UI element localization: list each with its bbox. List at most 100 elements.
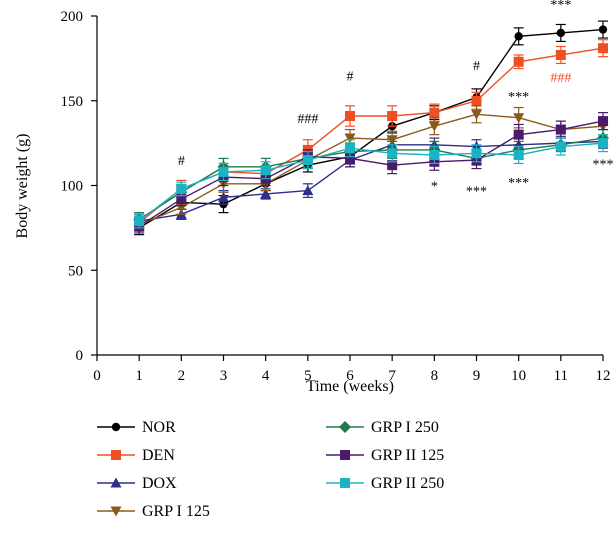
data-point	[176, 194, 187, 205]
data-point	[345, 153, 355, 164]
x-tick-label: 0	[93, 368, 101, 384]
data-point	[387, 111, 398, 122]
significance-marker: ***	[508, 176, 529, 191]
y-tick-label: 100	[61, 179, 84, 195]
x-ticks: 0 1 2 3 4 5 6 7 8 9 10 11 12	[93, 355, 611, 384]
data-point	[555, 49, 566, 60]
legend-marker	[340, 450, 350, 460]
data-point	[428, 121, 440, 132]
data-point	[555, 141, 566, 152]
legend-item-dox: DOX	[97, 475, 177, 492]
legend-label: GRP I 250	[371, 419, 439, 436]
legend-marker	[110, 477, 122, 488]
x-tick-label: 4	[262, 368, 270, 384]
data-point	[218, 166, 229, 177]
data-point	[218, 191, 229, 202]
y-tick-label: 200	[61, 9, 84, 25]
series-line-grp-ii-125	[138, 120, 604, 227]
significance-marker: ###	[550, 71, 571, 86]
data-point	[345, 143, 355, 154]
legend-item-grp-ii-250: GRP II 250	[326, 475, 444, 492]
data-point	[513, 56, 524, 67]
y-ticks: 0 50 100 150 200	[61, 9, 97, 364]
legend-marker	[339, 421, 351, 433]
significance-marker: ###	[297, 112, 318, 127]
legend-label: DEN	[142, 447, 175, 464]
data-point	[134, 216, 145, 227]
x-tick-label: 8	[431, 368, 439, 384]
legend-item-grp-i-250: GRP I 250	[326, 419, 439, 436]
data-point	[176, 183, 187, 194]
series-layer	[133, 20, 609, 236]
data-point	[513, 129, 524, 140]
data-point	[598, 116, 608, 127]
x-tick-label: 11	[554, 368, 568, 384]
legend-item-grp-ii-125: GRP II 125	[326, 447, 444, 464]
y-tick-label: 150	[61, 94, 84, 110]
x-tick-label: 5	[304, 368, 312, 384]
data-point	[387, 160, 398, 171]
x-tick-label: 3	[220, 368, 228, 384]
significance-marker: ***	[593, 158, 613, 173]
data-point	[387, 148, 398, 159]
significance-marker: #	[347, 69, 354, 84]
series-nor	[134, 20, 608, 236]
legend-marker	[110, 506, 122, 517]
series-line-grp-ii-250	[138, 142, 604, 222]
legend-label: DOX	[142, 475, 177, 492]
legend-item-grp-i-125: GRP I 125	[97, 503, 210, 520]
data-point	[513, 113, 525, 124]
significance-marker: #	[178, 154, 185, 169]
significance-marker: ***	[466, 185, 487, 200]
data-point	[345, 111, 355, 122]
x-tick-label: 7	[388, 368, 396, 384]
series-grp-ii-125	[134, 112, 608, 234]
x-axis-label: Time (weeks)	[306, 378, 394, 395]
x-tick-label: 6	[346, 368, 354, 384]
significance-marker: #	[473, 59, 480, 74]
y-tick-label: 50	[68, 263, 83, 279]
series-grp-ii-250	[134, 134, 608, 229]
legend-marker	[111, 422, 121, 432]
x-tick-label: 2	[178, 368, 186, 384]
series-den	[134, 39, 608, 231]
series-line-dox	[139, 140, 604, 222]
data-point	[598, 25, 608, 34]
data-point	[260, 188, 272, 199]
x-tick-label: 1	[135, 368, 143, 384]
data-point	[471, 95, 482, 106]
data-point	[513, 149, 524, 160]
data-point	[344, 133, 356, 144]
series-line-grp-i-125	[138, 113, 604, 226]
data-point	[302, 155, 313, 166]
y-axis-label: Body weight (g)	[14, 134, 31, 239]
data-point	[260, 165, 271, 176]
legend-marker	[340, 478, 350, 488]
series-dox	[133, 134, 609, 229]
data-point	[598, 43, 608, 54]
legend-marker	[111, 450, 121, 460]
series-line-den	[138, 47, 604, 224]
significance-marker: *	[431, 180, 438, 195]
data-point	[386, 135, 398, 146]
x-tick-label: 10	[511, 368, 526, 384]
data-point	[302, 185, 314, 196]
data-point	[429, 107, 440, 118]
legend: NOR DEN DOX GRP I 125 GRP I 250 GRP II 125 GRP…	[97, 419, 444, 520]
series-grp-i-125	[133, 105, 609, 232]
y-tick-label: 0	[76, 348, 84, 364]
series-line-nor	[138, 28, 604, 229]
significance-marker: ***	[508, 90, 529, 105]
legend-label: GRP II 125	[371, 447, 444, 464]
data-point	[471, 109, 482, 120]
data-point	[471, 148, 482, 159]
data-point	[555, 124, 566, 135]
data-point	[514, 32, 523, 41]
data-point	[429, 149, 440, 160]
legend-label: GRP II 250	[371, 475, 444, 492]
legend-item-nor: NOR	[97, 419, 176, 436]
data-point	[556, 28, 566, 38]
data-point	[598, 138, 608, 149]
legend-item-den: DEN	[97, 447, 175, 464]
significance-marker: ***	[550, 0, 571, 13]
